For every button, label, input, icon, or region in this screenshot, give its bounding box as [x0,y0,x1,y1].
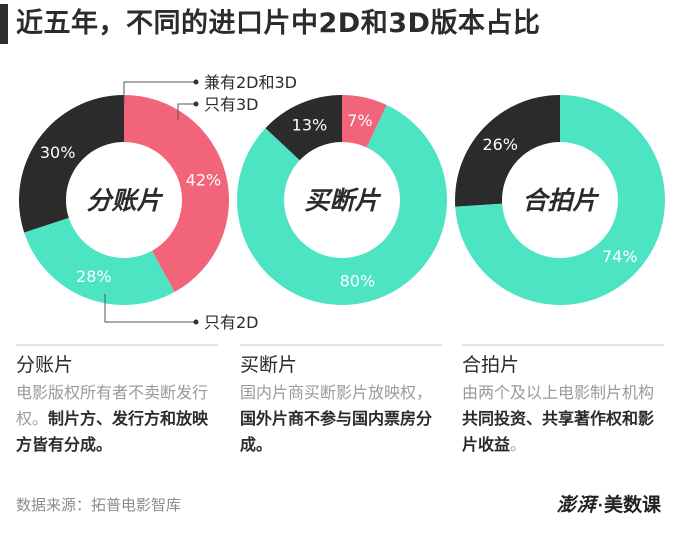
donut-slice [236,104,447,305]
donut-slice [342,95,387,148]
desc-title: 分账片 [16,354,74,376]
slice-label: 28% [76,267,112,286]
leader-dot [193,319,199,325]
desc-fenzhang: 分账片 电影版权所有者不卖断发行权。制片方、发行方和放映方皆有分成。 [16,344,218,458]
slice-label: 80% [340,272,376,291]
slice-label: 13% [292,116,328,135]
slice-label: 42% [186,171,222,190]
desc-body: 电影版权所有者不卖断发行权。制片方、发行方和放映方皆有分成。 [16,380,218,458]
desc-text-bold: 制片方、发行方和放映方皆有分成。 [16,409,209,454]
desc-body: 国内片商买断影片放映权， 国外片商不参与国内票房分成。 [240,380,442,458]
desc-text-tail: 。 [510,435,527,454]
desc-text: 由两个及以上电影制片机构 [462,383,655,402]
slice-label: 30% [40,143,76,162]
donut-slice [455,95,560,207]
slice-label: 26% [482,135,518,154]
donut-slice [24,217,175,306]
donut-slice [455,95,666,305]
desc-text: 国内片商买断影片放映权， [240,383,433,402]
desc-text: 电影版权所有者不卖断发行权。 [16,383,209,428]
leader-line [177,103,196,120]
donut-charts: 42% 28% 30% 分账片 7% 80% 13% 买断片 74% 26% 合拍片 兼有2D和3D 只… [18,73,666,332]
leader-dot [193,79,199,85]
data-source: 数据来源：拓普电影智库 [16,496,182,514]
donut-center-label: 买断片 [304,186,381,215]
logo-name: 美数课 [603,494,661,516]
donut-center-label: 分账片 [86,186,163,215]
legend-both: 兼有2D和3D [204,73,297,92]
page-title: 近五年，不同的进口片中2D和3D版本占比 [16,8,541,39]
desc-title: 合拍片 [462,354,520,376]
donut-slice [124,95,230,293]
slice-label: 7% [347,111,372,130]
donut-slice [18,95,124,233]
brand-logo: 澎湃·美数课 [557,490,661,517]
slice-label: 74% [602,247,638,266]
leader-line [123,81,196,105]
desc-maiduan: 买断片 国内片商买断影片放映权， 国外片商不参与国内票房分成。 [240,344,442,458]
desc-hepai: 合拍片 由两个及以上电影制片机构共同投资、共享著作权和影片收益。 [462,344,664,458]
desc-text-bold: 共同投资、共享著作权和影片收益 [462,409,655,454]
logo-dot: · [597,497,603,514]
desc-text-bold: 国外片商不参与国内票房分成。 [240,409,433,454]
logo-brand: 澎湃 [556,494,597,516]
donut-slice [265,95,342,161]
desc-body: 由两个及以上电影制片机构共同投资、共享著作权和影片收益。 [462,380,664,458]
leader-line [104,294,196,323]
donut-center-label: 合拍片 [522,186,599,215]
title-accent-bar [0,4,8,44]
leader-dot [193,101,199,107]
desc-title: 买断片 [240,354,298,376]
legend-only-2d: 只有2D [204,313,259,332]
legend-only-3d: 只有3D [204,95,259,114]
